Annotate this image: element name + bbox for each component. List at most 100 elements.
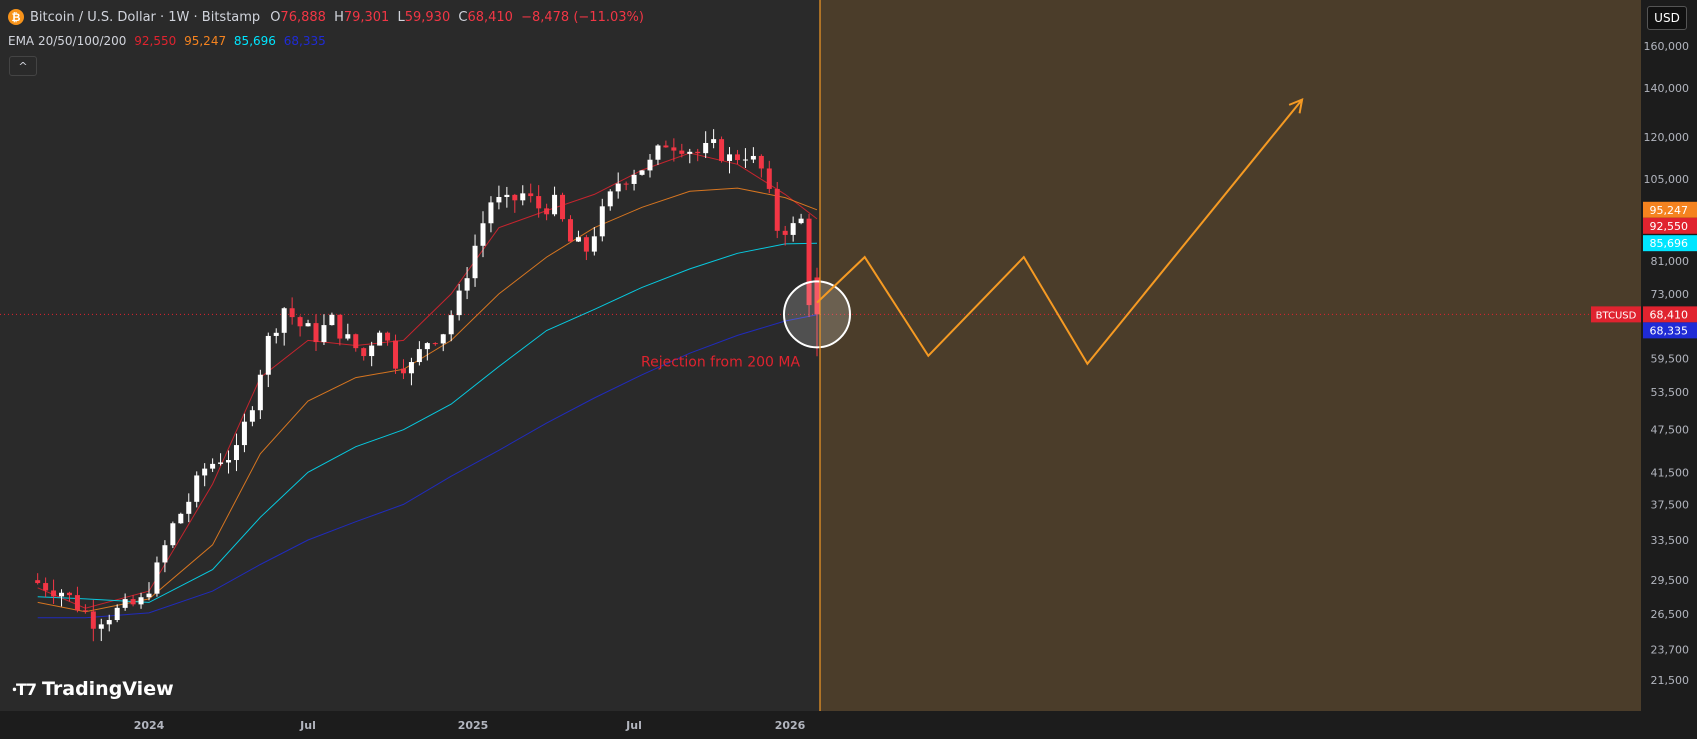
symbol-title[interactable]: Bitcoin / U.S. Dollar · 1W · Bitstamp [30, 9, 261, 25]
currency-button[interactable]: USD [1647, 6, 1687, 30]
svg-text:95,247: 95,247 [1650, 204, 1689, 217]
candle [742, 148, 748, 168]
bitcoin-icon: ₿ [8, 9, 24, 25]
candle [663, 140, 669, 148]
y-tick-label: 26,500 [1651, 608, 1690, 621]
candle [727, 147, 733, 174]
price-label: 68,410 [1643, 306, 1697, 323]
ema-200-value: 68,335 [283, 34, 326, 48]
candle [35, 573, 41, 585]
svg-text:BTCUSD: BTCUSD [1596, 310, 1637, 321]
candle [528, 183, 534, 203]
candle [170, 521, 176, 549]
candle [353, 333, 359, 352]
candle [146, 582, 152, 601]
time-axis [0, 711, 1641, 739]
candle [98, 618, 104, 642]
ema-20-line [37, 152, 818, 609]
ohlc-low-key: L [397, 9, 405, 25]
candle [186, 493, 192, 523]
candle [512, 193, 518, 213]
candle [750, 147, 756, 164]
candle [90, 599, 96, 642]
candle [74, 586, 80, 613]
rejection-highlight-circle [783, 280, 851, 349]
symbol-header[interactable]: ₿ Bitcoin / U.S. Dollar · 1W · Bitstamp … [8, 9, 644, 25]
candle [210, 458, 216, 472]
y-tick-label: 73,000 [1651, 288, 1690, 301]
candle [599, 198, 605, 242]
candle [440, 333, 446, 352]
candle [623, 181, 629, 191]
candle [671, 138, 677, 162]
candle [305, 319, 311, 327]
ema-legend[interactable]: EMA 20/50/100/200 92,550 95,247 85,696 6… [8, 34, 330, 48]
candle [703, 131, 709, 159]
candle [631, 169, 637, 191]
candle [289, 297, 295, 325]
ema-100-value: 85,696 [233, 34, 276, 48]
ohlc-close-value: 68,410 [467, 9, 513, 25]
y-tick-label: 160,000 [1644, 40, 1690, 53]
candle [178, 512, 184, 524]
candle [575, 230, 581, 242]
candle [790, 216, 796, 242]
candle [695, 148, 701, 162]
candle [615, 172, 621, 199]
svg-text:68,410: 68,410 [1650, 308, 1689, 321]
x-tick-label: Jul [625, 719, 642, 732]
candle [241, 413, 247, 453]
candle [393, 334, 399, 374]
candle [758, 154, 764, 178]
logo-text: TradingView [42, 678, 174, 700]
candle [782, 225, 788, 246]
future-shade [820, 0, 1641, 711]
candle [257, 369, 263, 419]
ema-200-line [37, 314, 818, 619]
x-tick-label: 2024 [134, 719, 165, 732]
candle [560, 192, 566, 222]
candle [154, 556, 160, 597]
candle [361, 347, 367, 361]
y-tick-label: 41,500 [1651, 466, 1690, 479]
x-tick-label: Jul [299, 719, 316, 732]
svg-text:85,696: 85,696 [1650, 237, 1689, 250]
y-tick-label: 140,000 [1644, 82, 1690, 95]
price-label: 95,247 [1643, 201, 1697, 218]
candle [504, 186, 510, 208]
ema-20-value: 92,550 [134, 34, 177, 48]
candle [416, 341, 422, 366]
candle [106, 614, 112, 632]
y-tick-label: 29,500 [1651, 574, 1690, 587]
candle [162, 540, 168, 573]
candle [226, 450, 232, 474]
tradingview-logo[interactable]: ꞏT7 TradingView [12, 678, 174, 700]
y-tick-label: 105,000 [1644, 173, 1690, 186]
candle [536, 185, 542, 218]
candle [774, 181, 780, 239]
candle [488, 196, 494, 233]
candle [281, 307, 287, 346]
candle [687, 148, 693, 164]
ohlc-high-value: 79,301 [343, 9, 390, 25]
candle [202, 463, 208, 487]
projection-arrow-icon [1288, 97, 1304, 114]
candle [567, 215, 573, 242]
chevron-up-icon: ^ [18, 59, 28, 73]
ema-100-line [37, 242, 818, 603]
candle [552, 186, 558, 217]
candle [400, 359, 406, 380]
candle [114, 604, 120, 623]
candle [480, 211, 486, 258]
y-tick-label: 53,500 [1651, 386, 1690, 399]
candle [345, 323, 351, 341]
y-tick-label: 33,500 [1651, 534, 1690, 547]
candle [719, 136, 725, 163]
candle [82, 604, 88, 614]
candle [249, 406, 255, 427]
candle [377, 330, 383, 346]
collapse-legend-button[interactable]: ^ [9, 56, 37, 76]
candle [297, 315, 303, 337]
ohlc-values: O76,888 H79,301 L59,930 C68,410 −8,478 (… [266, 10, 644, 25]
